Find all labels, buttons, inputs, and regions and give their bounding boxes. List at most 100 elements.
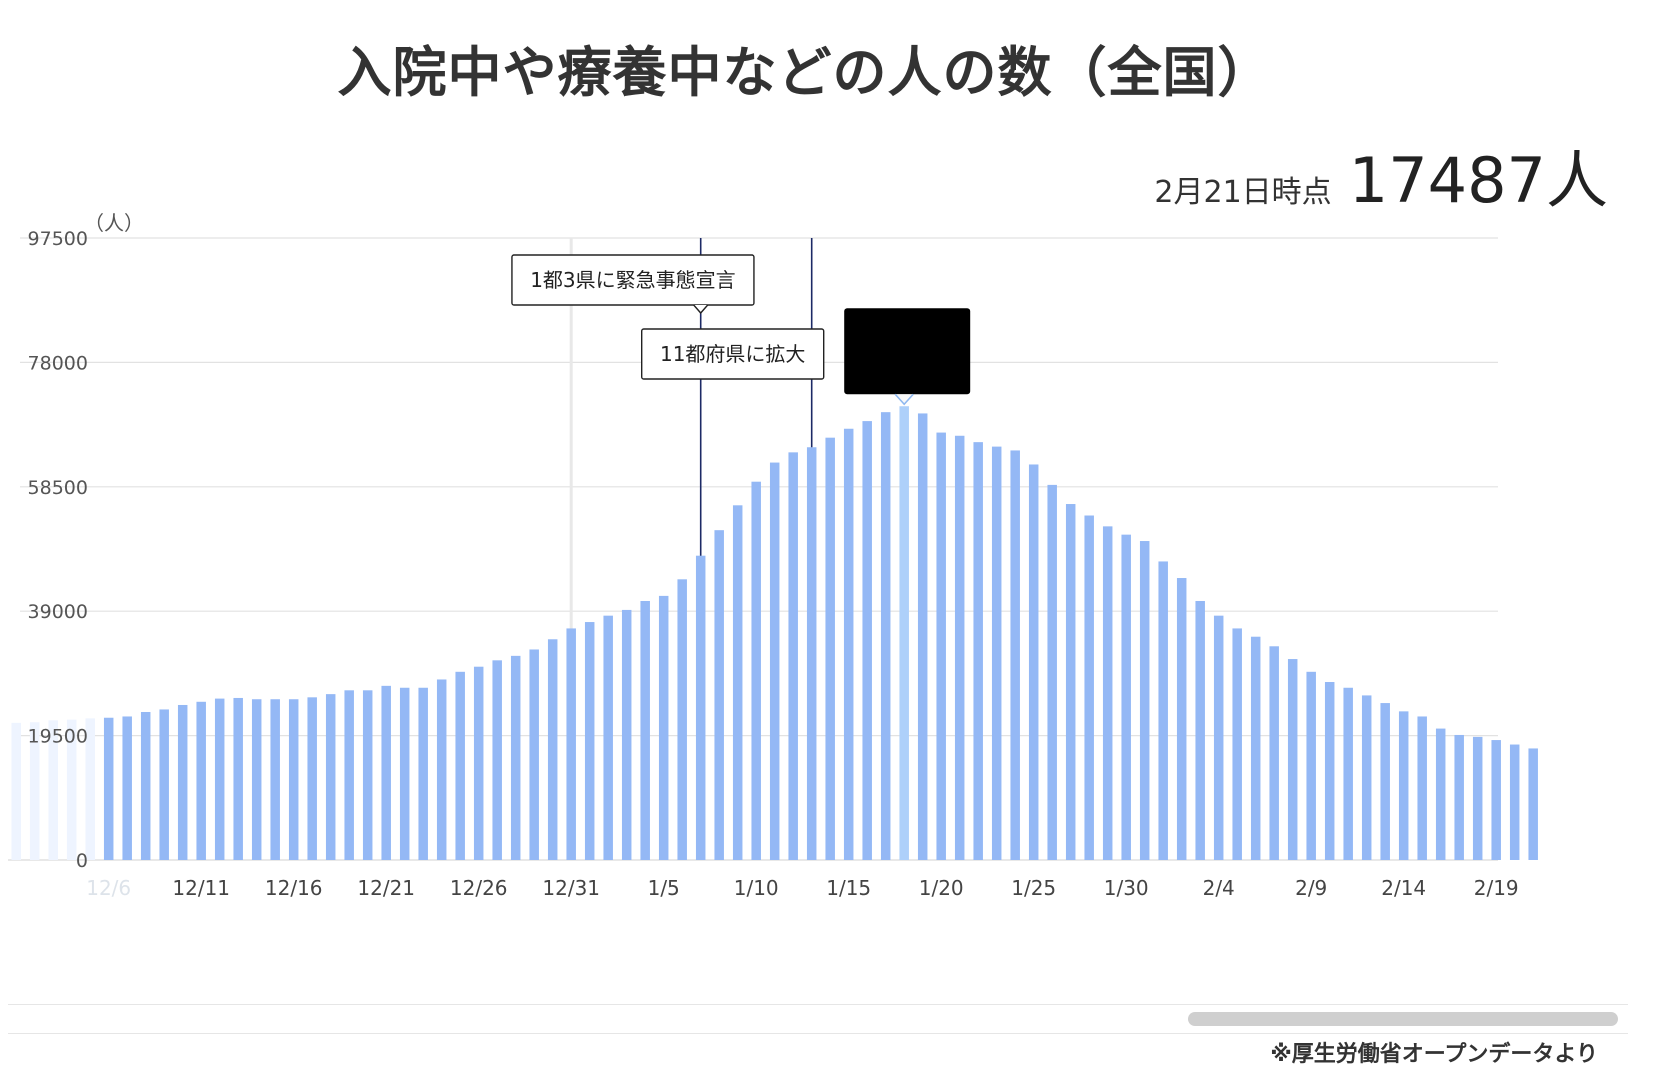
bar-layer[interactable] bbox=[11, 406, 1538, 860]
bar[interactable] bbox=[695, 555, 706, 860]
bar[interactable] bbox=[1491, 740, 1501, 860]
bar[interactable] bbox=[1435, 728, 1446, 860]
bar[interactable] bbox=[603, 615, 613, 860]
bar[interactable] bbox=[973, 442, 983, 860]
bar[interactable] bbox=[399, 687, 410, 860]
bar[interactable] bbox=[1306, 671, 1316, 860]
bar[interactable] bbox=[418, 687, 428, 860]
horizontal-scrollbar[interactable] bbox=[8, 1004, 1628, 1034]
bar[interactable] bbox=[362, 690, 373, 860]
bar[interactable] bbox=[880, 412, 891, 860]
event-box bbox=[511, 254, 755, 306]
bar[interactable] bbox=[862, 421, 872, 860]
summary-value: 17487人 bbox=[1348, 144, 1608, 217]
bar[interactable] bbox=[806, 447, 817, 860]
bar[interactable] bbox=[640, 600, 650, 860]
bar[interactable] bbox=[825, 437, 835, 860]
bar[interactable] bbox=[29, 722, 40, 860]
bar[interactable] bbox=[1176, 578, 1187, 860]
scrollbar-thumb[interactable] bbox=[1188, 1012, 1618, 1026]
bar[interactable] bbox=[492, 660, 502, 860]
x-tick-label: 12/11 bbox=[172, 876, 230, 900]
bar[interactable] bbox=[566, 628, 576, 860]
bar[interactable] bbox=[1250, 636, 1261, 860]
y-tick-label: 58500 bbox=[28, 477, 88, 499]
bar[interactable] bbox=[11, 722, 21, 860]
bar[interactable] bbox=[1287, 659, 1298, 860]
bar[interactable] bbox=[1380, 703, 1390, 860]
bar[interactable] bbox=[436, 679, 447, 860]
bar[interactable] bbox=[788, 452, 798, 860]
bar[interactable] bbox=[1472, 736, 1483, 860]
bar[interactable] bbox=[140, 711, 151, 860]
bar[interactable] bbox=[344, 690, 354, 860]
bar[interactable] bbox=[1361, 695, 1372, 860]
bar[interactable] bbox=[1047, 484, 1057, 860]
bar[interactable] bbox=[1213, 615, 1224, 860]
bar-chart[interactable]: 1都3県に緊急事態宣言 11都府県に拡大 （人） 0 19500 39000 58500… bbox=[0, 210, 1640, 930]
bar[interactable] bbox=[1065, 504, 1076, 860]
event-annotation: 1都3県に緊急事態宣言 bbox=[511, 254, 755, 315]
x-tick-label: 12/16 bbox=[265, 876, 323, 900]
bar[interactable] bbox=[547, 639, 558, 860]
bar[interactable] bbox=[325, 694, 336, 860]
bar[interactable] bbox=[1324, 682, 1335, 860]
y-tick-label: 0 bbox=[76, 850, 88, 872]
bar[interactable] bbox=[621, 609, 632, 860]
bar-chart-svg[interactable]: 1都3県に緊急事態宣言 11都府県に拡大 （人） 0 19500 39000 58500… bbox=[0, 210, 1640, 930]
bar[interactable] bbox=[991, 446, 1002, 860]
bar[interactable] bbox=[510, 655, 521, 860]
bar[interactable] bbox=[48, 720, 58, 860]
bar[interactable] bbox=[196, 701, 206, 860]
bar[interactable] bbox=[1010, 450, 1020, 860]
bar[interactable] bbox=[288, 699, 299, 860]
bar[interactable] bbox=[85, 718, 95, 860]
bar[interactable] bbox=[381, 685, 391, 860]
bar[interactable] bbox=[1269, 646, 1279, 860]
bar[interactable] bbox=[1158, 561, 1168, 860]
bar[interactable] bbox=[1028, 464, 1039, 860]
bar[interactable] bbox=[751, 481, 761, 860]
bar[interactable] bbox=[1139, 541, 1150, 860]
bar[interactable] bbox=[1084, 515, 1094, 860]
tooltip-box bbox=[844, 308, 971, 395]
bar[interactable] bbox=[1195, 600, 1205, 860]
bar[interactable] bbox=[251, 699, 262, 860]
bar[interactable] bbox=[455, 671, 465, 860]
bar[interactable] bbox=[159, 709, 169, 860]
bar[interactable] bbox=[917, 413, 928, 860]
bar[interactable] bbox=[66, 719, 77, 860]
bar[interactable] bbox=[1343, 687, 1353, 860]
latest-summary: 2月21日時点 17487人 bbox=[1154, 130, 1608, 220]
bar[interactable] bbox=[270, 699, 280, 860]
bar[interactable] bbox=[1121, 534, 1131, 860]
bar[interactable] bbox=[473, 666, 484, 860]
bar[interactable] bbox=[732, 505, 743, 860]
bar[interactable] bbox=[529, 649, 539, 860]
bar[interactable] bbox=[658, 595, 669, 860]
bar[interactable] bbox=[122, 716, 132, 860]
x-tick-label: 12/31 bbox=[542, 876, 600, 900]
bar[interactable] bbox=[233, 697, 243, 860]
x-tick-label: 12/6 bbox=[86, 876, 131, 900]
bar[interactable] bbox=[103, 717, 114, 860]
bar[interactable] bbox=[584, 622, 595, 860]
bar[interactable] bbox=[899, 406, 909, 860]
bar[interactable] bbox=[214, 698, 225, 860]
bar[interactable] bbox=[843, 428, 854, 860]
bar[interactable] bbox=[1232, 628, 1242, 860]
bar[interactable] bbox=[177, 704, 188, 860]
bar[interactable] bbox=[677, 579, 687, 860]
bar[interactable] bbox=[1528, 748, 1538, 860]
bar[interactable] bbox=[769, 462, 780, 860]
bar[interactable] bbox=[714, 530, 724, 860]
bar[interactable] bbox=[1454, 734, 1464, 860]
bar[interactable] bbox=[1417, 716, 1427, 860]
bar[interactable] bbox=[307, 697, 317, 860]
bar[interactable] bbox=[936, 432, 946, 860]
bar[interactable] bbox=[954, 435, 965, 860]
bar[interactable] bbox=[1509, 744, 1520, 860]
bar[interactable] bbox=[1102, 526, 1113, 860]
x-tick-label: 1/25 bbox=[1011, 876, 1056, 900]
bar[interactable] bbox=[1398, 711, 1409, 860]
